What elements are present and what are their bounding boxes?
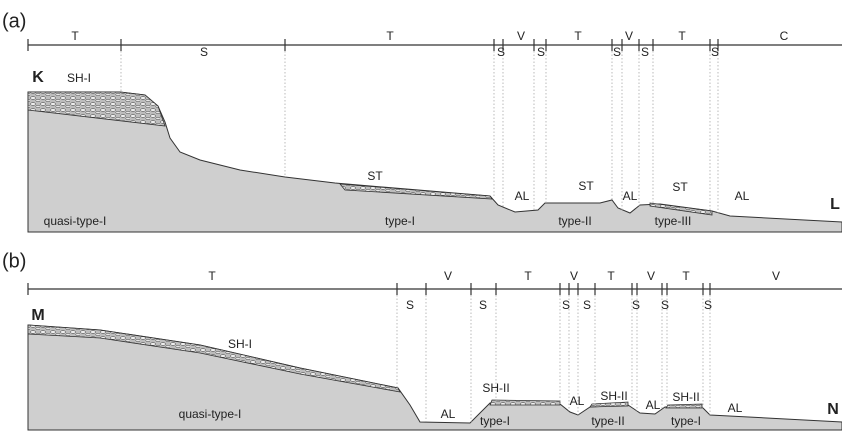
type-label: type-I (480, 414, 510, 428)
zone-label: S (479, 298, 487, 312)
type-label: type-I (385, 214, 415, 228)
zone-label: V (625, 29, 633, 43)
zone-label: T (574, 29, 582, 43)
type-label: quasi-type-I (44, 214, 107, 228)
zone-label: T (386, 29, 394, 43)
feature-label: AL (515, 189, 530, 203)
figure: (a)TTVTVTCSSSSSSKLSH-ISTALSTALSTALquasi-… (0, 0, 842, 432)
zone-label: V (444, 269, 452, 283)
feature-label: ST (578, 179, 594, 193)
section-end: N (827, 401, 839, 418)
panel-a (28, 45, 842, 232)
zone-label: T (524, 269, 532, 283)
section-end: L (830, 196, 840, 213)
zone-label: S (562, 298, 570, 312)
feature-label: SH-II (482, 381, 509, 395)
panel-label: (b) (2, 250, 26, 272)
zone-label: S (537, 45, 545, 59)
feature-label: AL (441, 407, 456, 421)
feature-label: AL (646, 398, 661, 412)
zone-label: T (607, 269, 615, 283)
zone-label: V (517, 29, 525, 43)
feature-label: SH-II (600, 389, 627, 403)
feature-label: SH-I (228, 337, 252, 351)
type-label: type-III (655, 214, 692, 228)
type-label: type-I (671, 414, 701, 428)
zone-label: V (647, 269, 655, 283)
feature-label: AL (623, 189, 638, 203)
zone-label: S (406, 298, 414, 312)
type-label: type-II (558, 214, 591, 228)
caprock (666, 404, 702, 408)
panel-b (28, 289, 842, 430)
zone-label: T (682, 269, 690, 283)
zone-label: S (497, 45, 505, 59)
feature-label: AL (735, 189, 750, 203)
zone-label: T (71, 29, 79, 43)
feature-label: SH-II (672, 390, 699, 404)
zone-label: T (208, 269, 216, 283)
caprock (490, 400, 560, 405)
zone-label: C (780, 29, 789, 43)
zone-label: V (570, 269, 578, 283)
zone-label: S (661, 298, 669, 312)
feature-label: AL (728, 401, 743, 415)
zone-label: T (678, 29, 686, 43)
section-end: K (32, 69, 44, 86)
zone-label: S (583, 298, 591, 312)
zone-label: S (613, 45, 621, 59)
type-label: quasi-type-I (179, 407, 242, 421)
feature-label: ST (672, 180, 688, 194)
zone-label: V (772, 269, 780, 283)
feature-label: ST (367, 169, 383, 183)
zone-label: S (704, 298, 712, 312)
feature-label: SH-I (67, 71, 91, 85)
type-label: type-II (591, 414, 624, 428)
panel-label: (a) (2, 10, 26, 32)
feature-label: AL (570, 394, 585, 408)
zone-label: S (632, 298, 640, 312)
zone-label: S (711, 45, 719, 59)
zone-label: S (200, 45, 208, 59)
zone-label: S (641, 45, 649, 59)
section-end: M (31, 307, 44, 324)
